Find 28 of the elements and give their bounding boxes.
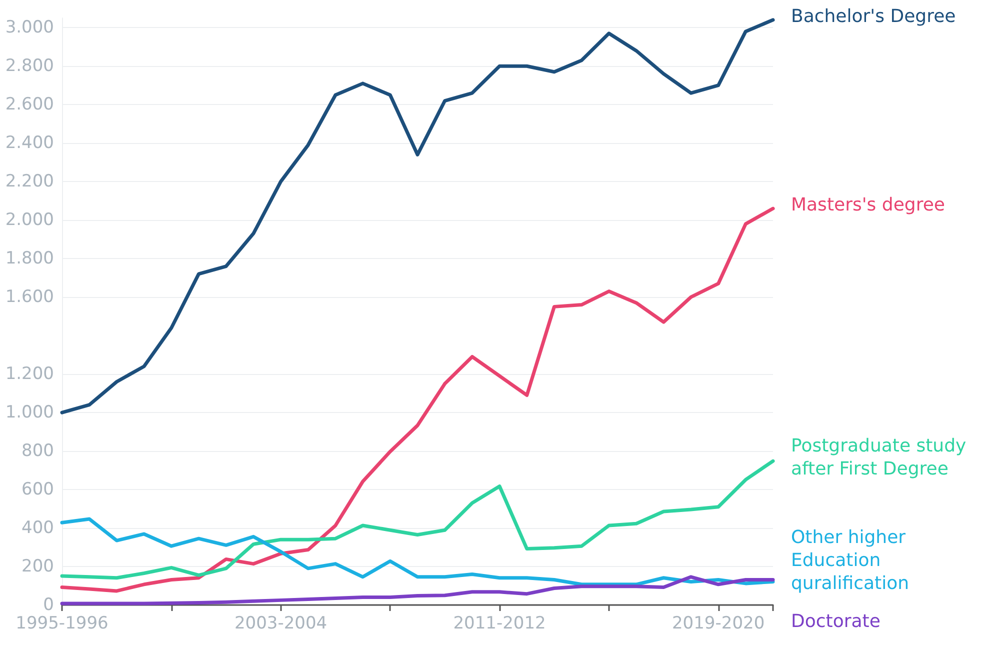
y-tick-label: 1.200 — [5, 364, 54, 384]
series-label: Masters's degree — [791, 194, 945, 216]
y-tick-label: 3.000 — [5, 18, 54, 38]
y-tick-label: 2.800 — [5, 56, 54, 76]
y-tick-label: 2.400 — [5, 133, 54, 154]
series-label: Bachelor's Degree — [791, 6, 956, 27]
y-tick-label: 800 — [22, 441, 54, 462]
y-tick-label: 2.200 — [5, 172, 54, 192]
x-tick-label: 2019-2020 — [672, 614, 765, 634]
x-tick-label: 1995-1996 — [16, 614, 108, 634]
y-tick-label: 2.600 — [5, 94, 54, 115]
y-tick-label: 400 — [22, 518, 54, 538]
y-tick-label: 200 — [22, 556, 54, 577]
y-tick-label: 0 — [43, 595, 54, 615]
x-tick-label: 2003-2004 — [234, 614, 328, 634]
line-series — [60, 206, 775, 593]
line-series — [60, 18, 775, 414]
series-label: Other higher Education quralification — [791, 527, 912, 594]
y-tick-label: 1.800 — [5, 248, 54, 269]
y-tick-label: 2.000 — [5, 210, 54, 230]
text: Doctorate — [791, 611, 880, 632]
series-label: Postgraduate study after First Degree — [791, 436, 972, 480]
y-tick-label: 600 — [22, 480, 54, 500]
line-series — [60, 459, 775, 580]
line-series — [60, 517, 775, 586]
x-tick-label: 2011-2012 — [453, 614, 546, 634]
y-tick-label: 1.000 — [5, 402, 54, 423]
y-tick-label: 1.600 — [5, 287, 54, 308]
